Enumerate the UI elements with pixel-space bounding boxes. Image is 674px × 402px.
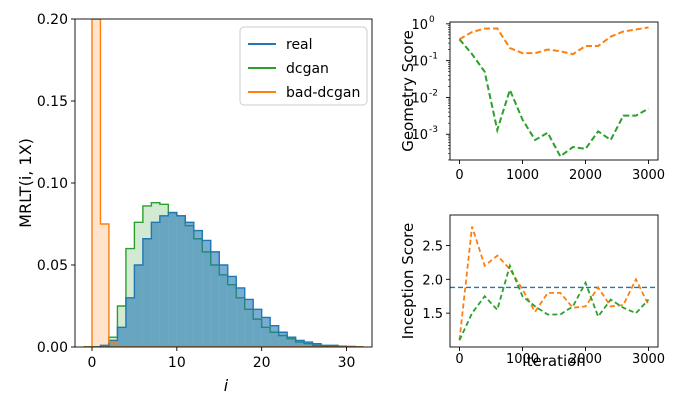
y-tick-label: 0.10: [37, 176, 68, 192]
y-tick-base: 10: [411, 91, 428, 106]
y-tick-base: 10: [411, 128, 428, 143]
y-tick-label: 1.5: [422, 307, 443, 322]
bar-real: [278, 332, 288, 347]
y-tick-label: 2.5: [422, 239, 443, 254]
x-tick-label: 1000: [506, 352, 539, 367]
y-tick-label: 0.20: [37, 12, 68, 28]
bar-real: [100, 345, 109, 347]
x-tick-label: 0: [455, 168, 463, 183]
inception-score-y-label: Inception Score: [399, 223, 417, 339]
histogram-y-ticks: 0.00 0.05 0.10 0.15 0.20: [37, 12, 75, 356]
y-tick-exponent: 0: [429, 15, 435, 25]
geometry-score-frame: [449, 21, 659, 161]
bar-bad-dcgan: [91, 19, 101, 347]
bar-real: [176, 215, 186, 347]
inception-score-x-ticks: 0 1000 2000 3000: [455, 347, 665, 367]
y-tick-exponent: -1: [429, 52, 438, 62]
x-tick-label: 3000: [632, 352, 665, 367]
bar-real: [108, 340, 118, 347]
inception-score-x-label: Iteration: [522, 352, 586, 370]
series-real: [83, 211, 364, 347]
bar-real: [253, 309, 262, 347]
y-tick-exponent: -2: [429, 88, 438, 98]
histogram-x-label: i: [224, 376, 229, 395]
bar-real: [185, 222, 194, 347]
x-tick-label: 3000: [632, 168, 665, 183]
step-outline-real: [83, 211, 364, 347]
inception-score-lines: [450, 226, 658, 341]
x-tick-label: 10: [168, 355, 186, 371]
geometry-score-lines: [458, 26, 650, 158]
histogram-bars: [83, 19, 364, 347]
legend-box: [239, 26, 368, 106]
bar-real: [329, 345, 339, 347]
bar-bad-dcgan: [100, 224, 109, 347]
geometry-score-x-ticks: 0 1000 2000 3000: [455, 160, 665, 183]
bar-real: [244, 299, 254, 347]
bar-real: [304, 342, 313, 347]
inception-series-0-line: [458, 226, 650, 341]
bar-real: [321, 345, 330, 347]
x-tick-label: 2000: [569, 168, 602, 183]
step-outline-bad-dcgan: [83, 19, 364, 347]
bar-real: [159, 215, 169, 347]
inception-series-1-line: [458, 263, 650, 341]
x-tick-label: 1000: [506, 168, 539, 183]
inception-score-y-ticks: 1.5 2.0 2.5: [422, 239, 450, 322]
histogram-panel: 0 10 20 30 0.00 0.05 0.10 0.15 0.20 i MRLT(i, 1…: [16, 12, 373, 395]
x-tick-label: 30: [338, 355, 356, 371]
y-tick-base: 10: [411, 55, 428, 70]
bar-real: [117, 327, 126, 347]
bar-real: [142, 238, 152, 347]
histogram-legend: real dcgan bad-dcgan: [239, 26, 368, 106]
bar-real: [236, 287, 245, 347]
y-tick-label: 0.15: [37, 94, 68, 110]
y-tick-label: 0.05: [37, 258, 68, 274]
bar-real: [202, 240, 211, 347]
bar-real: [193, 230, 203, 347]
bar-real: [219, 265, 228, 347]
x-tick-label: 0: [88, 355, 97, 371]
geometry-score-y-label: Geometry Score: [399, 30, 417, 152]
bar-real: [151, 222, 160, 347]
bar-bad-dcgan: [108, 342, 118, 347]
inception-score-frame: [449, 214, 659, 348]
geometry-series-0-line: [458, 26, 649, 56]
legend-label-dcgan: dcgan: [286, 61, 329, 77]
x-tick-label: 0: [455, 352, 463, 367]
bar-dcgan: [117, 306, 126, 347]
bar-real: [168, 212, 177, 347]
bar-real: [295, 340, 305, 347]
histogram-y-label: MRLT(i, 1X): [16, 138, 35, 228]
x-tick-label: 20: [253, 355, 271, 371]
legend-label-bad-dcgan: bad-dcgan: [286, 85, 360, 101]
bar-real: [227, 276, 237, 347]
geometry-series-1-line: [458, 38, 650, 158]
bar-real: [270, 325, 279, 347]
bar-real: [312, 343, 322, 347]
bar-real: [134, 265, 143, 347]
bar-real: [125, 297, 135, 347]
bar-real: [287, 337, 296, 347]
y-tick-exponent: -3: [429, 125, 438, 135]
y-tick-base: 10: [411, 18, 428, 33]
y-tick-label: 2.0: [422, 273, 443, 288]
bar-real: [210, 251, 220, 347]
histogram-x-ticks: 0 10 20 30: [88, 347, 356, 371]
y-tick-label: 0.00: [37, 340, 68, 356]
inception-score-panel: 0 1000 2000 3000 1.5 2.0 2.5 Iteration Incept…: [399, 214, 665, 370]
x-tick-label: 2000: [569, 352, 602, 367]
series-bad-dcgan: [83, 19, 364, 347]
legend-label-real: real: [286, 37, 313, 53]
bar-real: [261, 317, 271, 347]
